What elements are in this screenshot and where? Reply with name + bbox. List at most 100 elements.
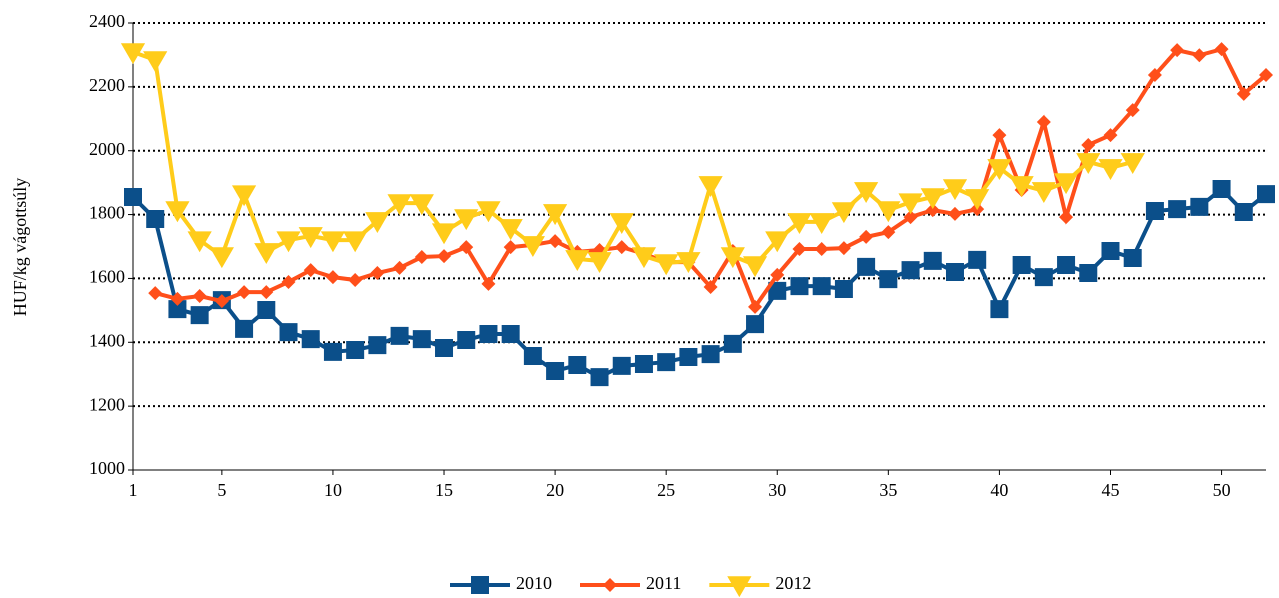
marker <box>854 182 879 204</box>
marker <box>590 368 609 387</box>
marker <box>609 213 634 235</box>
marker <box>1103 128 1118 143</box>
x-tick-label: 45 <box>1101 480 1119 500</box>
legend-marker <box>727 576 752 598</box>
marker <box>148 286 163 301</box>
marker <box>542 204 568 226</box>
x-tick-label: 50 <box>1213 480 1231 500</box>
marker <box>392 260 407 275</box>
marker <box>231 185 257 207</box>
marker <box>1170 43 1185 58</box>
marker <box>1101 241 1120 260</box>
marker <box>1120 153 1145 174</box>
marker <box>431 223 457 245</box>
marker <box>279 323 298 342</box>
marker <box>1059 210 1074 225</box>
marker <box>276 231 301 253</box>
marker <box>548 234 563 249</box>
marker <box>365 212 390 234</box>
marker <box>879 270 898 289</box>
y-tick-label: 2000 <box>89 139 125 159</box>
marker <box>170 291 185 306</box>
marker <box>676 252 701 273</box>
marker <box>187 231 212 253</box>
marker <box>457 331 476 350</box>
marker <box>587 252 612 273</box>
marker <box>742 256 768 278</box>
marker <box>190 306 209 325</box>
marker <box>1123 248 1142 267</box>
marker <box>765 231 790 253</box>
marker <box>235 319 254 338</box>
marker <box>165 201 190 223</box>
marker <box>746 315 765 334</box>
marker <box>390 326 409 345</box>
marker <box>503 240 518 255</box>
marker <box>501 324 520 343</box>
marker <box>631 247 657 269</box>
marker <box>192 288 207 303</box>
marker <box>303 263 318 278</box>
marker <box>459 240 474 255</box>
marker <box>748 299 763 314</box>
marker <box>903 210 918 225</box>
marker <box>1257 185 1275 204</box>
x-tick-label: 35 <box>879 480 897 500</box>
marker <box>654 254 679 276</box>
legend-label: 2011 <box>646 573 681 593</box>
marker <box>790 277 809 296</box>
marker <box>368 336 387 355</box>
marker <box>814 242 829 257</box>
marker <box>679 347 698 366</box>
marker <box>1031 182 1056 204</box>
marker <box>987 159 1012 181</box>
x-tick-label: 15 <box>435 480 453 500</box>
marker <box>124 188 142 207</box>
marker <box>657 353 676 372</box>
marker <box>857 257 876 276</box>
marker <box>701 345 720 364</box>
marker <box>812 277 831 296</box>
marker <box>942 179 968 201</box>
marker <box>968 250 987 269</box>
x-tick-label: 20 <box>546 480 564 500</box>
marker <box>881 225 896 240</box>
x-tick-label: 25 <box>657 480 675 500</box>
legend-label: 2010 <box>516 573 552 593</box>
marker <box>698 176 723 197</box>
marker <box>1081 137 1096 152</box>
marker <box>1234 203 1253 222</box>
marker <box>254 243 279 265</box>
marker <box>281 274 296 289</box>
marker <box>1009 176 1034 197</box>
marker <box>720 247 745 269</box>
marker <box>831 202 857 224</box>
y-tick-label: 2400 <box>89 11 125 31</box>
marker <box>836 241 851 256</box>
marker <box>723 334 742 353</box>
marker <box>945 263 964 282</box>
marker <box>1036 114 1051 129</box>
x-tick-label: 10 <box>324 480 342 500</box>
marker <box>898 193 923 215</box>
legend-label: 2012 <box>775 573 811 593</box>
marker <box>1192 48 1207 63</box>
marker <box>146 210 165 229</box>
marker <box>792 242 807 257</box>
marker <box>214 294 229 309</box>
x-tick-label: 40 <box>990 480 1008 500</box>
marker <box>634 354 653 373</box>
marker <box>1079 264 1098 283</box>
marker <box>1076 153 1101 174</box>
marker <box>325 270 340 285</box>
marker <box>520 236 545 258</box>
marker <box>1212 180 1231 199</box>
marker <box>498 219 523 241</box>
y-tick-label: 1600 <box>89 267 125 287</box>
marker <box>1053 173 1079 195</box>
x-tick-label: 30 <box>768 480 786 500</box>
marker <box>257 301 276 320</box>
marker <box>876 201 901 223</box>
marker <box>568 355 587 374</box>
